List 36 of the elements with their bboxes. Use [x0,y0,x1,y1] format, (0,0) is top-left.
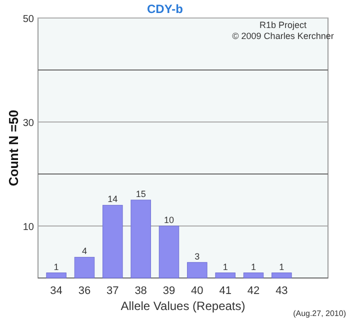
x-tick-label: 42 [247,285,260,297]
data-label: 4 [82,246,87,256]
x-tick-label: 38 [134,285,147,297]
bar [130,200,151,278]
bar [187,262,208,278]
x-tick-label: 39 [162,285,176,297]
bar [243,272,264,278]
data-label: 1 [222,262,228,272]
bar [74,256,95,278]
x-tick-label: 43 [276,285,288,297]
bar [46,272,66,278]
bar [102,204,123,278]
data-label: 15 [136,189,146,199]
y-axis-title: Count N =50 [6,110,21,186]
y-tick-label: 10 [22,222,34,233]
data-label: 3 [194,251,200,262]
x-tick-label: 40 [191,285,204,297]
y-tick-label: 30 [22,118,34,129]
x-axis-title: Allele Values (Repeats) [120,299,246,313]
annotation: © 2009 Charles Kerchner [232,31,334,41]
data-label: 1 [54,262,59,272]
data-label: 10 [164,215,174,225]
text: (Aug.27, 2010) [293,309,346,318]
bar [158,226,180,278]
x-tick-label: 36 [78,285,91,297]
x-tick-label: 37 [106,285,119,297]
bar [215,272,236,278]
bar [272,272,292,278]
y-tick-label: 50 [22,14,34,25]
annotation: R1b Project [259,20,308,30]
data-label: 1 [251,262,256,272]
data-label: 14 [108,194,118,204]
chart-title: CDY-b [147,2,183,16]
x-tick-label: 41 [219,285,232,297]
data-label: 1 [279,262,284,272]
x-tick-label: 34 [50,285,62,297]
